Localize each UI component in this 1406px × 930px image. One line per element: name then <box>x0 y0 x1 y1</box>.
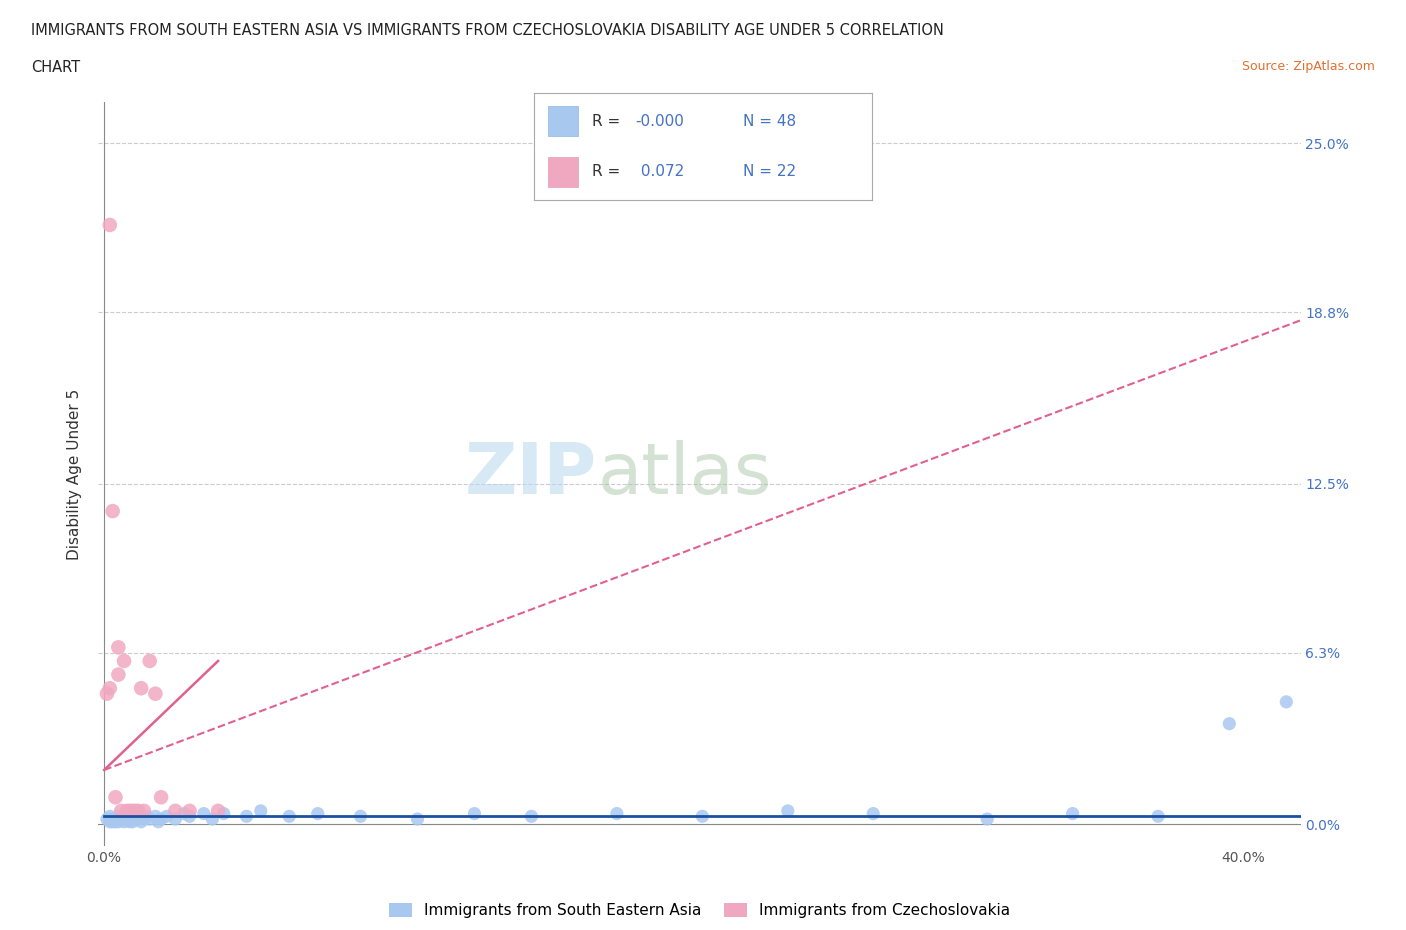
Point <box>165 812 187 827</box>
Point <box>98 809 121 824</box>
Point <box>112 815 135 830</box>
Point <box>1275 695 1298 710</box>
Point <box>776 804 799 818</box>
Point <box>150 790 173 804</box>
Point <box>107 640 129 655</box>
Text: N = 48: N = 48 <box>744 113 797 129</box>
Point <box>1218 716 1240 731</box>
Point <box>96 812 118 827</box>
Point <box>173 806 195 821</box>
Point <box>201 812 224 827</box>
Point <box>107 815 129 830</box>
Text: CHART: CHART <box>31 60 80 75</box>
Point <box>212 806 235 821</box>
Point <box>349 809 371 824</box>
Point <box>520 809 543 824</box>
Point <box>138 654 160 669</box>
Text: ZIP: ZIP <box>465 440 598 509</box>
Point <box>1147 809 1170 824</box>
Text: IMMIGRANTS FROM SOUTH EASTERN ASIA VS IMMIGRANTS FROM CZECHOSLOVAKIA DISABILITY : IMMIGRANTS FROM SOUTH EASTERN ASIA VS IM… <box>31 23 943 38</box>
Point <box>101 815 124 830</box>
Point <box>96 686 118 701</box>
Legend: Immigrants from South Eastern Asia, Immigrants from Czechoslovakia: Immigrants from South Eastern Asia, Immi… <box>382 897 1017 924</box>
Text: R =: R = <box>592 164 624 179</box>
Point <box>606 806 628 821</box>
Point <box>148 815 170 830</box>
Point <box>132 812 155 827</box>
Point <box>156 809 179 824</box>
Point <box>150 812 173 827</box>
Point <box>110 812 132 827</box>
Point <box>249 804 271 818</box>
Point <box>135 809 157 824</box>
Point <box>115 804 138 818</box>
Point <box>101 504 124 519</box>
Text: 0.072: 0.072 <box>636 164 683 179</box>
Point <box>179 809 201 824</box>
Point <box>129 815 152 830</box>
Point <box>118 804 141 818</box>
Bar <box>548 157 578 187</box>
Text: Source: ZipAtlas.com: Source: ZipAtlas.com <box>1241 60 1375 73</box>
Point <box>115 812 138 827</box>
Point <box>118 815 141 830</box>
Point <box>121 812 143 827</box>
Point <box>406 812 429 827</box>
Point <box>278 809 301 824</box>
Point <box>463 806 485 821</box>
Point <box>101 812 124 827</box>
Point <box>179 804 201 818</box>
Point <box>138 812 160 827</box>
Text: atlas: atlas <box>598 440 772 509</box>
Point <box>104 812 127 827</box>
Point <box>193 806 215 821</box>
Point <box>98 681 121 696</box>
Point <box>121 804 143 818</box>
Point <box>207 804 229 818</box>
Point <box>112 654 135 669</box>
Text: -0.000: -0.000 <box>636 113 685 129</box>
Point <box>124 812 146 827</box>
Text: R =: R = <box>592 113 624 129</box>
Point <box>129 681 152 696</box>
Y-axis label: Disability Age Under 5: Disability Age Under 5 <box>67 389 83 560</box>
Point <box>145 809 167 824</box>
Point <box>98 218 121 232</box>
Point <box>862 806 884 821</box>
Point <box>307 806 329 821</box>
Point <box>104 815 127 830</box>
Point <box>107 809 129 824</box>
Bar <box>548 106 578 136</box>
Point <box>235 809 257 824</box>
Point <box>98 815 121 830</box>
Point <box>132 804 155 818</box>
Point <box>976 812 998 827</box>
Point <box>124 804 146 818</box>
Point <box>110 804 132 818</box>
Point <box>127 804 149 818</box>
Point <box>145 686 167 701</box>
Point <box>165 804 187 818</box>
Point <box>692 809 714 824</box>
Point <box>104 790 127 804</box>
Text: N = 22: N = 22 <box>744 164 797 179</box>
Point <box>107 667 129 682</box>
Point <box>1062 806 1084 821</box>
Point <box>121 815 143 830</box>
Point <box>127 812 149 827</box>
